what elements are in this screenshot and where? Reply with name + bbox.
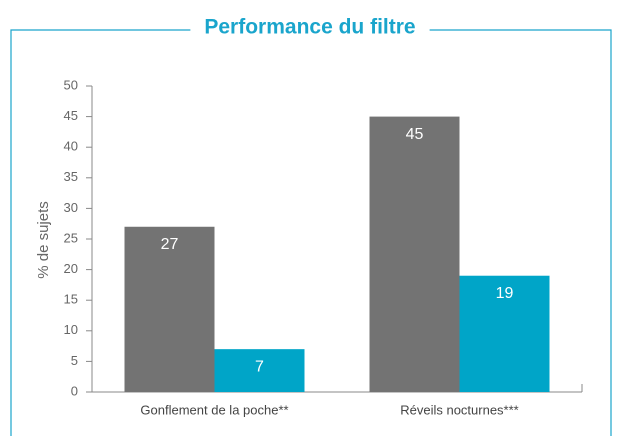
y-tick-label: 35	[64, 169, 78, 184]
chart-title: Performance du filtre	[204, 16, 415, 39]
bar	[369, 116, 460, 392]
y-axis-label: % de sujets	[35, 201, 52, 279]
data-label: 45	[406, 126, 424, 143]
y-tick-label: 45	[64, 108, 78, 123]
data-label: 7	[255, 358, 264, 375]
y-tick-label: 10	[64, 322, 78, 337]
frame	[10, 29, 612, 436]
y-tick-label: 0	[71, 383, 78, 398]
bar	[124, 226, 215, 392]
y-tick-label: 25	[64, 230, 78, 245]
y-tick-label: 5	[71, 353, 78, 368]
y-tick-label: 15	[64, 292, 78, 307]
y-tick-label: 20	[64, 261, 78, 276]
y-tick-label: 40	[64, 139, 78, 154]
bar	[459, 275, 550, 392]
y-tick-label: 30	[64, 200, 78, 215]
data-label: 19	[496, 285, 514, 302]
bar	[214, 349, 305, 392]
x-tick-label: Gonflement de la poche**	[140, 402, 288, 417]
y-tick-label: 50	[64, 77, 78, 92]
data-label: 27	[161, 236, 179, 253]
x-tick-label: Réveils nocturnes***	[400, 402, 519, 417]
